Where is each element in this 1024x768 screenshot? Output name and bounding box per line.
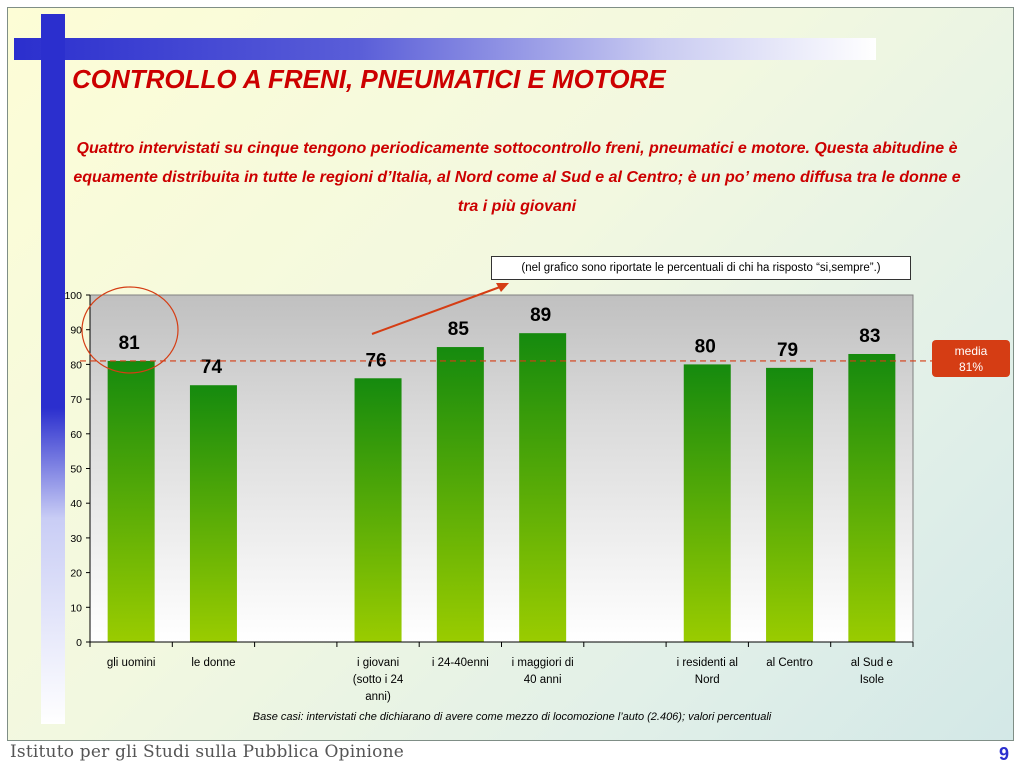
note-pointer-line bbox=[371, 286, 501, 335]
bar-value-label: 81 bbox=[119, 333, 141, 354]
average-badge: media 81% bbox=[932, 340, 1010, 377]
y-tick-label: 70 bbox=[70, 394, 82, 406]
cross-horizontal-bar bbox=[14, 38, 876, 60]
bar-value-label: 76 bbox=[365, 350, 386, 371]
y-tick-label: 10 bbox=[70, 602, 82, 614]
bar-value-label: 89 bbox=[530, 305, 551, 326]
note-pointer-arrowhead bbox=[496, 283, 509, 292]
highlight-circle bbox=[81, 286, 179, 374]
y-tick-label: 20 bbox=[70, 568, 82, 580]
page-title: CONTROLLO A FRENI, PNEUMATICI E MOTORE bbox=[72, 64, 666, 94]
cross-vertical-fade bbox=[41, 408, 65, 724]
bar-value-label: 80 bbox=[695, 336, 716, 357]
base-footnote: Base casi: intervistati che dichiarano d… bbox=[252, 711, 772, 723]
brand-name: Istituto per gli Studi sulla Pubblica Op… bbox=[10, 742, 404, 762]
x-category-label: 40 anni bbox=[524, 674, 562, 686]
y-tick-label: 0 bbox=[76, 637, 82, 649]
x-category-label: anni) bbox=[365, 691, 391, 703]
bar bbox=[683, 364, 731, 642]
y-tick-label: 100 bbox=[64, 290, 82, 302]
x-category-label: gli uomini bbox=[107, 657, 156, 669]
y-tick-label: 40 bbox=[70, 498, 82, 510]
page-number: 9 bbox=[998, 744, 1009, 764]
bar bbox=[189, 385, 237, 642]
y-tick-label: 60 bbox=[70, 429, 82, 441]
bar bbox=[107, 360, 155, 642]
x-category-label: i residenti al bbox=[677, 657, 738, 669]
page-subtitle: Quattro intervistati su cinque tengono p… bbox=[73, 140, 961, 215]
bar bbox=[519, 333, 567, 642]
bar-value-label: 85 bbox=[448, 319, 470, 340]
bar-value-label: 83 bbox=[859, 326, 880, 347]
x-category-label: al Centro bbox=[766, 657, 813, 669]
bar bbox=[354, 378, 402, 642]
x-category-label: le donne bbox=[191, 657, 235, 669]
x-category-label: Nord bbox=[695, 674, 720, 686]
x-category-label: (sotto i 24 bbox=[353, 674, 404, 686]
bar bbox=[766, 367, 814, 642]
y-tick-label: 30 bbox=[70, 533, 82, 545]
x-category-label: al Sud e bbox=[851, 657, 893, 669]
x-category-label: i giovani bbox=[357, 657, 399, 669]
bar bbox=[848, 353, 896, 642]
average-badge-value: 81% bbox=[958, 360, 984, 374]
x-category-label: i maggiori di bbox=[512, 657, 574, 669]
chart-note: (nel grafico sono riportate le percentua… bbox=[491, 256, 911, 280]
bar-value-label: 79 bbox=[777, 340, 798, 361]
x-category-label: Isole bbox=[860, 674, 884, 686]
y-tick-label: 90 bbox=[70, 325, 82, 337]
bar-value-label: 74 bbox=[201, 357, 223, 378]
y-tick-label: 80 bbox=[70, 359, 82, 371]
y-tick-label: 50 bbox=[70, 464, 82, 476]
x-category-label: i 24-40enni bbox=[432, 657, 489, 669]
bar bbox=[436, 347, 484, 642]
average-badge-label: media bbox=[954, 344, 988, 358]
